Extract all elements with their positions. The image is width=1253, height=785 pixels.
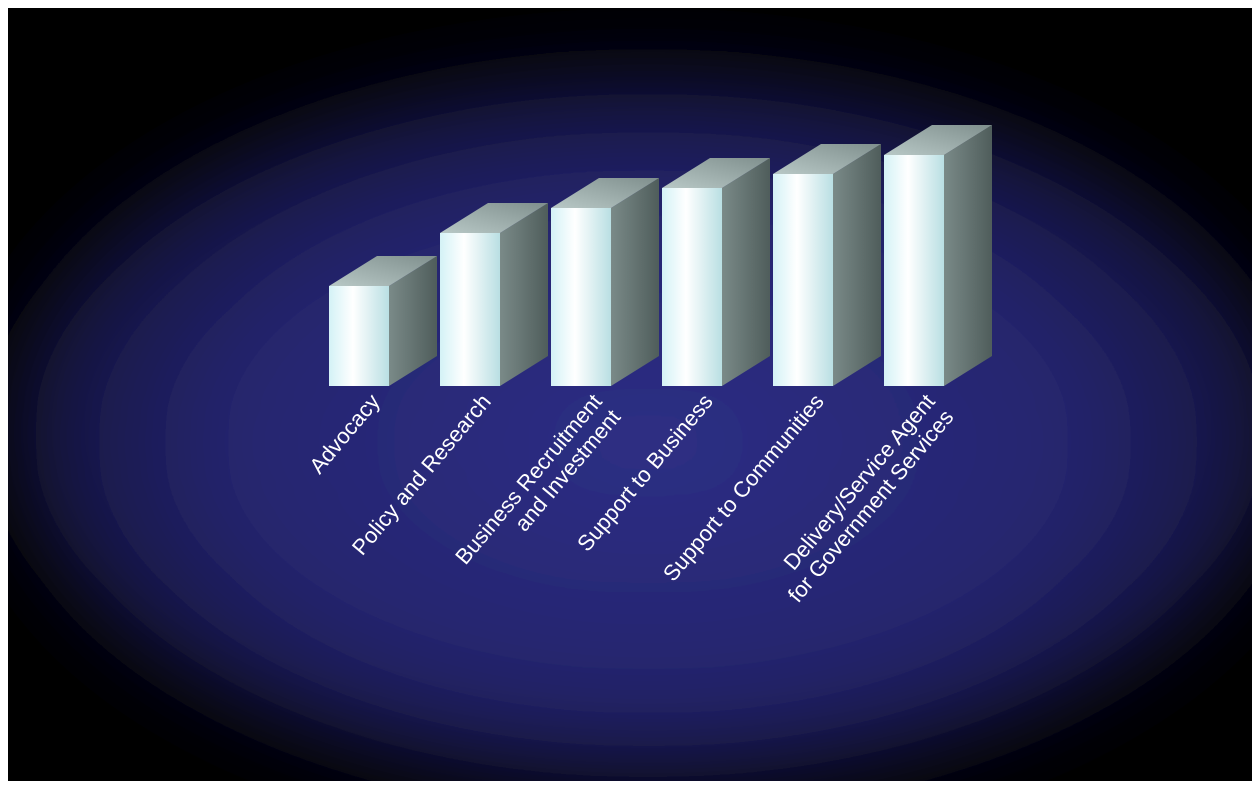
- bar-side-face: [611, 178, 659, 386]
- bar-top-face: [773, 144, 881, 174]
- background-glow: [8, 68, 1252, 781]
- bars-group: [329, 125, 992, 386]
- bar: [773, 144, 881, 386]
- bar-top-face: [662, 158, 770, 188]
- bar-side-face: [944, 125, 992, 386]
- bar-front-face: [662, 188, 722, 386]
- bar-top-face: [551, 178, 659, 208]
- bar-top-face: [440, 203, 548, 233]
- bar-front-face: [440, 233, 500, 386]
- bar-side-face: [500, 203, 548, 386]
- bar: [551, 178, 659, 386]
- bar-side-face: [722, 158, 770, 386]
- bar: [884, 125, 992, 386]
- bar-front-face: [551, 208, 611, 386]
- bar-top-face: [884, 125, 992, 155]
- bar-top-face: [329, 256, 437, 286]
- bar-side-face: [389, 256, 437, 386]
- bar: [329, 256, 437, 386]
- bar-side-face: [833, 144, 881, 386]
- bar-front-face: [884, 155, 944, 386]
- chart-stage: Advocacy Policy and Research Business Recr…: [8, 8, 1252, 781]
- bar: [440, 203, 548, 386]
- bar-front-face: [329, 286, 389, 386]
- bar-front-face: [773, 174, 833, 386]
- bar: [662, 158, 770, 386]
